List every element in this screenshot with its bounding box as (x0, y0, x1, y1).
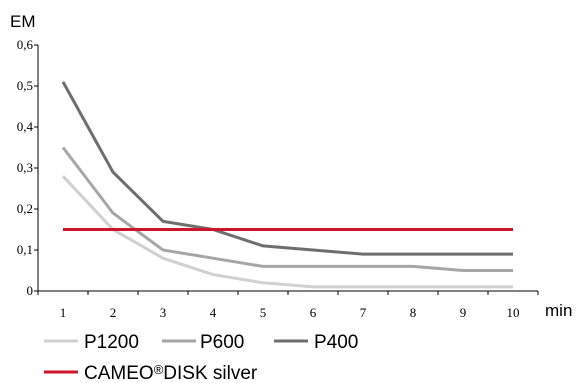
y-tick-label: 0,3 (17, 160, 33, 175)
series-line-p400 (61, 81, 513, 256)
legend-label-p600: P600 (200, 332, 244, 353)
legend-label-cameo: CAMEO®DISK silver (84, 362, 258, 383)
legend-label-p1200: P1200 (84, 332, 139, 353)
x-tick-label: 8 (410, 305, 417, 320)
y-tick-label: 0,4 (17, 119, 34, 134)
series-line-p1200 (61, 175, 513, 289)
x-axis-title: min (545, 301, 572, 320)
x-tick-label: 2 (110, 305, 117, 320)
y-tick-label: 0,6 (17, 37, 34, 52)
legend: P1200 P600 P400 CAMEO®DISK silver (44, 332, 358, 383)
x-tick-label: 5 (260, 305, 267, 320)
y-tick-label: 0,2 (17, 201, 33, 216)
x-tick-label: 4 (210, 305, 217, 320)
y-tick-label: 0 (27, 283, 34, 298)
x-tick-label: 3 (160, 305, 167, 320)
axes: 0 0,1 0,2 0,3 0,4 0,5 0,6 1 2 3 4 5 6 7 8 9 10 EM min (10, 12, 572, 320)
legend-label-p400: P400 (314, 332, 358, 353)
y-tick-label: 0,1 (17, 242, 33, 257)
series-layer (61, 81, 513, 289)
x-tick-label: 9 (460, 305, 467, 320)
x-tick-label: 6 (310, 305, 317, 320)
y-tick-label: 0,5 (17, 78, 33, 93)
series-line-p600 (61, 146, 513, 272)
x-tick-label: 1 (60, 305, 67, 320)
x-tick-label: 7 (360, 305, 367, 320)
y-axis-title: EM (10, 12, 36, 31)
x-tick-label: 10 (507, 305, 520, 320)
